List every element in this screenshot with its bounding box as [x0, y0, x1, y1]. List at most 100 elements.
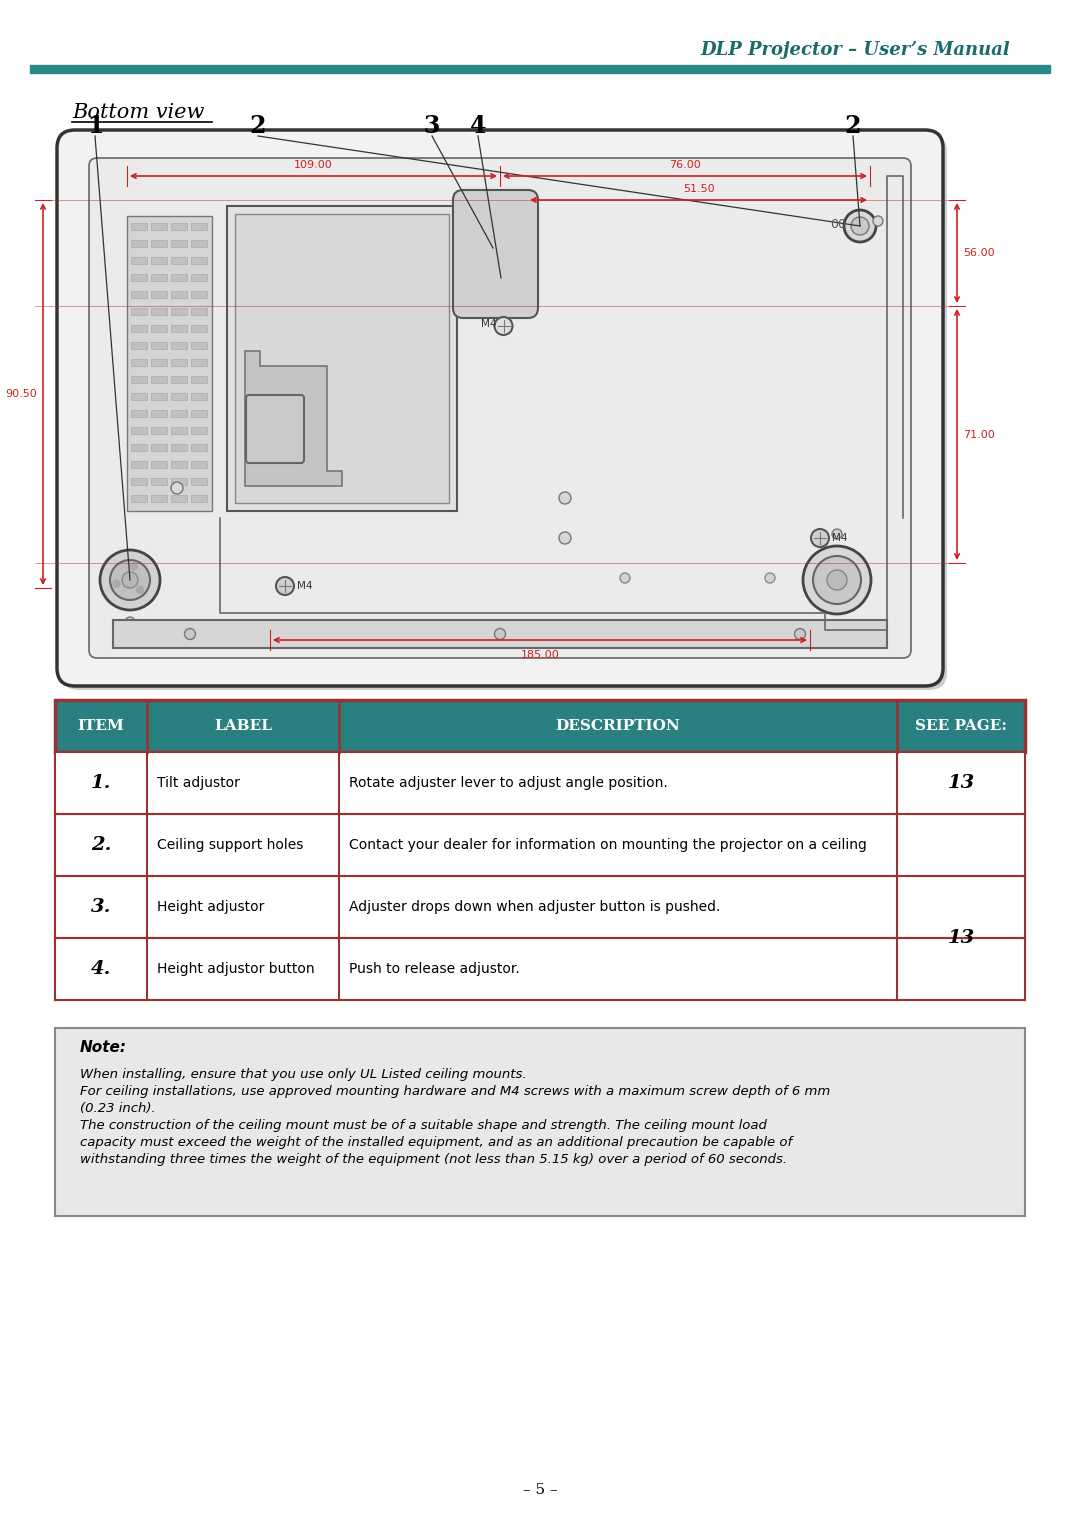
Text: 51.50: 51.50 [683, 185, 714, 194]
Bar [171, 239, 187, 247]
Circle shape [873, 217, 883, 226]
Bar [131, 477, 147, 485]
Text: The construction of the ceiling mount must be of a suitable shape and strength. : The construction of the ceiling mount mu… [80, 1119, 767, 1132]
Bar [151, 325, 167, 332]
Circle shape [110, 560, 150, 599]
FancyBboxPatch shape [55, 1028, 1025, 1215]
Text: 90.50: 90.50 [5, 389, 37, 400]
Circle shape [125, 618, 135, 627]
Circle shape [765, 573, 775, 583]
Bar [55, 700, 1025, 752]
Bar [55, 875, 1025, 938]
Bar [171, 342, 187, 349]
Bar [191, 427, 207, 435]
Bar [30, 66, 1050, 73]
Bar [191, 291, 207, 297]
Bar [131, 308, 147, 316]
Bar [151, 258, 167, 264]
Circle shape [185, 628, 195, 639]
Bar [131, 427, 147, 435]
Text: M4: M4 [482, 319, 497, 329]
Bar [171, 427, 187, 435]
Bar [151, 342, 167, 349]
Text: Push to release adjustor.: Push to release adjustor. [349, 962, 519, 976]
Circle shape [813, 557, 861, 604]
Circle shape [122, 572, 138, 589]
Circle shape [620, 573, 630, 583]
Bar [131, 393, 147, 400]
Bar [191, 477, 207, 485]
Bar [171, 291, 187, 297]
Circle shape [495, 628, 505, 639]
Text: 2: 2 [845, 114, 861, 137]
Text: Rotate adjuster lever to adjust angle position.: Rotate adjuster lever to adjust angle po… [349, 776, 667, 790]
Bar [171, 274, 187, 281]
Text: 56.00: 56.00 [963, 249, 995, 258]
Bar [151, 393, 167, 400]
Circle shape [827, 570, 847, 590]
Text: 4: 4 [470, 114, 486, 137]
Bar [171, 358, 187, 366]
Bar [151, 291, 167, 297]
Bar [191, 239, 207, 247]
Bar [151, 496, 167, 502]
Bar [55, 752, 1025, 814]
Bar [171, 325, 187, 332]
Text: 2: 2 [249, 114, 267, 137]
Bar [131, 377, 147, 383]
Bar [151, 358, 167, 366]
Text: 00: 00 [831, 218, 846, 230]
Bar [191, 393, 207, 400]
Bar [171, 377, 187, 383]
Bar [151, 477, 167, 485]
Text: DESCRIPTION: DESCRIPTION [555, 718, 680, 734]
Bar [55, 814, 1025, 875]
FancyBboxPatch shape [89, 159, 912, 657]
Text: (0.23 inch).: (0.23 inch). [80, 1103, 156, 1115]
Text: Adjuster drops down when adjuster button is pushed.: Adjuster drops down when adjuster button… [349, 900, 720, 913]
Bar [191, 377, 207, 383]
Text: Ceiling support holes: Ceiling support holes [157, 839, 303, 852]
Text: 109.00: 109.00 [294, 160, 333, 169]
Bar [113, 621, 887, 648]
Bar [171, 393, 187, 400]
Circle shape [276, 576, 294, 595]
FancyBboxPatch shape [246, 395, 303, 464]
Bar [191, 496, 207, 502]
Bar [227, 206, 457, 511]
Bar [131, 444, 147, 451]
Bar [127, 217, 212, 511]
Circle shape [100, 551, 160, 610]
Circle shape [130, 563, 137, 570]
Text: 76.00: 76.00 [670, 160, 701, 169]
Text: withstanding three times the weight of the equipment (not less than 5.15 kg) ove: withstanding three times the weight of t… [80, 1153, 787, 1167]
Bar [131, 223, 147, 230]
Bar [131, 358, 147, 366]
Bar [171, 258, 187, 264]
Text: LABEL: LABEL [214, 718, 272, 734]
Bar [131, 274, 147, 281]
Bar [171, 223, 187, 230]
Bar [191, 258, 207, 264]
Circle shape [559, 493, 571, 503]
Circle shape [851, 217, 869, 235]
Bar [151, 461, 167, 468]
Circle shape [559, 532, 571, 544]
Text: 1.: 1. [91, 775, 111, 791]
Text: M4: M4 [297, 581, 312, 592]
Text: 3.: 3. [91, 898, 111, 917]
Bar [235, 214, 449, 503]
Bar [191, 308, 207, 316]
Text: SEE PAGE:: SEE PAGE: [915, 718, 1007, 734]
Bar [131, 461, 147, 468]
Text: 13: 13 [947, 775, 974, 791]
Text: Tilt adjustor: Tilt adjustor [157, 776, 240, 790]
Bar [151, 274, 167, 281]
Bar [151, 427, 167, 435]
Text: When installing, ensure that you use only UL Listed ceiling mounts.: When installing, ensure that you use onl… [80, 1068, 527, 1081]
Bar [191, 223, 207, 230]
Text: 2.: 2. [91, 836, 111, 854]
Text: Height adjustor button: Height adjustor button [157, 962, 314, 976]
Text: Height adjustor: Height adjustor [157, 900, 265, 913]
Text: 13: 13 [947, 929, 974, 947]
